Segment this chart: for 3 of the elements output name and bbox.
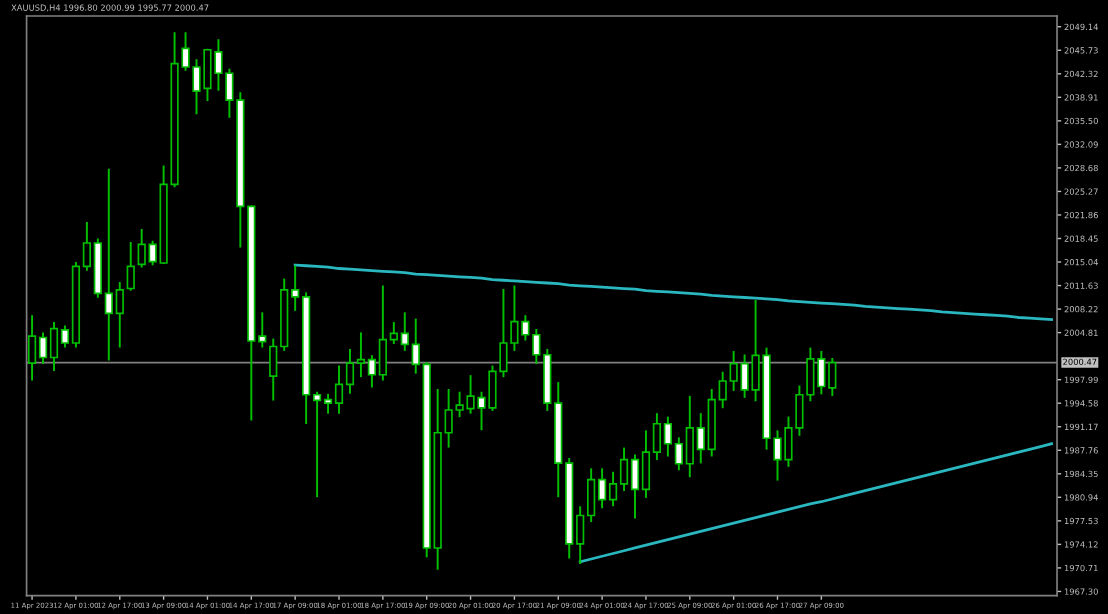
candlestick bbox=[126, 242, 135, 291]
line-series bbox=[293, 263, 1053, 321]
line-series bbox=[578, 442, 1053, 564]
